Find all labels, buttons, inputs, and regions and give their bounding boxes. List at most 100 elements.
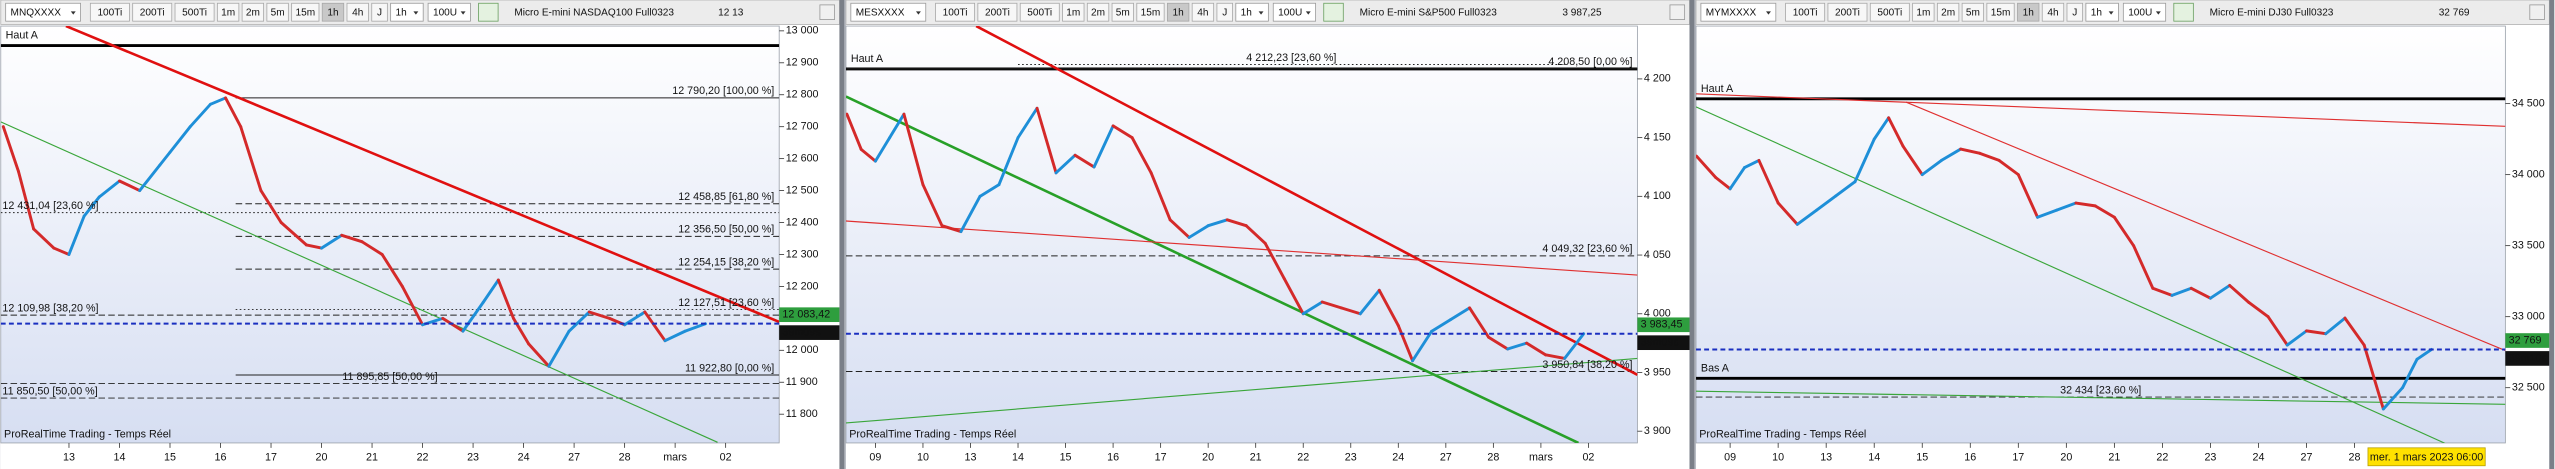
- toolbar-button[interactable]: [1086, 2, 1110, 22]
- x-tick-label: 13: [965, 451, 977, 463]
- interval-dropdown[interactable]: [2085, 2, 2119, 22]
- toolbar-button[interactable]: [89, 2, 130, 22]
- indicator-icon[interactable]: [478, 2, 499, 22]
- interval-dropdown[interactable]: [390, 2, 424, 22]
- price-segment: [2247, 301, 2270, 319]
- toolbar-button[interactable]: [1191, 2, 1215, 22]
- toolbar-button[interactable]: [241, 2, 265, 22]
- toolbar-button-label[interactable]: 1m: [221, 8, 235, 19]
- symbol-dropdown[interactable]: [1700, 2, 1777, 22]
- toolbar-button-label[interactable]: 100Ti: [97, 8, 122, 19]
- toolbar-button[interactable]: [2066, 2, 2084, 22]
- toolbar-button-label[interactable]: 1m: [1916, 8, 1930, 19]
- toolbar-button[interactable]: [977, 2, 1018, 22]
- toolbar-button-label[interactable]: 500Ti: [1877, 8, 1902, 19]
- toolbar-button[interactable]: [1912, 2, 1935, 22]
- y-tick-label: 3 950: [1644, 366, 1671, 378]
- toolbar-button[interactable]: [2017, 2, 2040, 22]
- toolbar-button-label[interactable]: 5m: [1966, 8, 1980, 19]
- interval-dropdown[interactable]: [1235, 2, 1269, 22]
- interval-label[interactable]: 1h: [396, 8, 407, 19]
- window-button[interactable]: [2529, 4, 2545, 20]
- toolbar-button-label[interactable]: 5m: [1116, 8, 1130, 19]
- toolbar-button[interactable]: [1869, 2, 1910, 22]
- price-segment: [1728, 166, 1746, 191]
- units-label[interactable]: 100U: [1278, 8, 1302, 19]
- toolbar-button[interactable]: [291, 2, 320, 22]
- toolbar-button[interactable]: [321, 2, 345, 22]
- toolbar-button-label[interactable]: 200Ti: [985, 8, 1010, 19]
- toolbar-button[interactable]: [346, 2, 369, 22]
- toolbar-button[interactable]: [174, 2, 215, 22]
- toolbar-button-label[interactable]: 100Ti: [1793, 8, 1818, 19]
- interval-label[interactable]: 1h: [2091, 8, 2102, 19]
- indicator-icon[interactable]: [2173, 2, 2194, 22]
- price-segment: [67, 214, 86, 256]
- indicator-icon[interactable]: [1323, 2, 1344, 22]
- level-label: 11 895,85 [50,00 %]: [342, 371, 437, 383]
- toolbar-button[interactable]: [371, 2, 388, 22]
- symbol[interactable]: MESXXXX: [856, 8, 905, 19]
- y-tick-label: 4 050: [1644, 249, 1671, 261]
- toolbar-button-label[interactable]: 1h: [327, 8, 338, 19]
- toolbar-button-label[interactable]: 500Ti: [182, 8, 207, 19]
- symbol-dropdown[interactable]: [5, 2, 81, 22]
- toolbar-button[interactable]: [935, 2, 976, 22]
- window-button[interactable]: [1669, 4, 1686, 20]
- toolbar-button-label[interactable]: J: [2072, 8, 2077, 19]
- level-label: 3 950,84 [38,20 %]: [1542, 359, 1632, 371]
- symbol-dropdown[interactable]: [850, 2, 927, 22]
- toolbar-button[interactable]: [1936, 2, 1960, 22]
- price-segment: [1853, 137, 1876, 184]
- toolbar-button-label[interactable]: 1h: [1173, 8, 1184, 19]
- toolbar-button[interactable]: [1986, 2, 2015, 22]
- toolbar-button[interactable]: [1167, 2, 1190, 22]
- toolbar-button-label[interactable]: J: [377, 8, 382, 19]
- toolbar-button-label[interactable]: 15m: [295, 8, 315, 19]
- toolbar-button-label[interactable]: 2m: [1091, 8, 1105, 19]
- x-tick-label: 02: [720, 451, 732, 463]
- toolbar-button-label[interactable]: 1m: [1066, 8, 1080, 19]
- price-segment: [2189, 286, 2212, 300]
- toolbar-button[interactable]: [216, 2, 240, 22]
- toolbar-button-label[interactable]: 2m: [1941, 8, 1955, 19]
- toolbar-button[interactable]: [1111, 2, 1134, 22]
- units-dropdown[interactable]: [427, 2, 471, 22]
- toolbar-button[interactable]: [1827, 2, 1868, 22]
- interval-label[interactable]: 1h: [1241, 8, 1252, 19]
- toolbar-button-label[interactable]: 4h: [2047, 8, 2058, 19]
- toolbar-button[interactable]: [132, 2, 173, 22]
- header-price: 32 769: [2439, 8, 2470, 19]
- level-label: 4 208,50 [0,00 %]: [1548, 56, 1632, 68]
- toolbar-button-label[interactable]: 2m: [246, 8, 260, 19]
- toolbar-button[interactable]: [1019, 2, 1060, 22]
- units-dropdown[interactable]: [1272, 2, 1317, 22]
- toolbar-button-label[interactable]: 500Ti: [1027, 8, 1052, 19]
- toolbar-button[interactable]: [2041, 2, 2065, 22]
- units-dropdown[interactable]: [2122, 2, 2167, 22]
- toolbar-button-label[interactable]: 4h: [352, 8, 363, 19]
- toolbar-button[interactable]: [1062, 2, 1085, 22]
- toolbar-button-label[interactable]: 1h: [2023, 8, 2034, 19]
- toolbar-button[interactable]: [1961, 2, 1985, 22]
- price-segment: [873, 136, 892, 163]
- toolbar-button-label[interactable]: 100Ti: [943, 8, 968, 19]
- units-label[interactable]: 100U: [2128, 8, 2152, 19]
- price-segment: [1757, 158, 1780, 205]
- toolbar-button-label[interactable]: 200Ti: [1835, 8, 1860, 19]
- toolbar-button-label[interactable]: 4h: [1197, 8, 1208, 19]
- toolbar-button[interactable]: [266, 2, 289, 22]
- toolbar-button-label[interactable]: 15m: [1141, 8, 1161, 19]
- toolbar-button-label[interactable]: 5m: [271, 8, 285, 19]
- toolbar-button[interactable]: [1136, 2, 1165, 22]
- symbol[interactable]: MNQXXXX: [11, 8, 62, 19]
- toolbar-button[interactable]: [1785, 2, 1826, 22]
- toolbar-button-label[interactable]: 15m: [1991, 8, 2011, 19]
- toolbar-button-label[interactable]: J: [1222, 8, 1227, 19]
- units-label[interactable]: 100U: [433, 8, 457, 19]
- window-button[interactable]: [819, 4, 835, 20]
- toolbar-button[interactable]: [1216, 2, 1233, 22]
- x-tick-label: 10: [917, 451, 929, 463]
- symbol[interactable]: MYMXXXX: [1706, 8, 1757, 19]
- toolbar-button-label[interactable]: 200Ti: [140, 8, 165, 19]
